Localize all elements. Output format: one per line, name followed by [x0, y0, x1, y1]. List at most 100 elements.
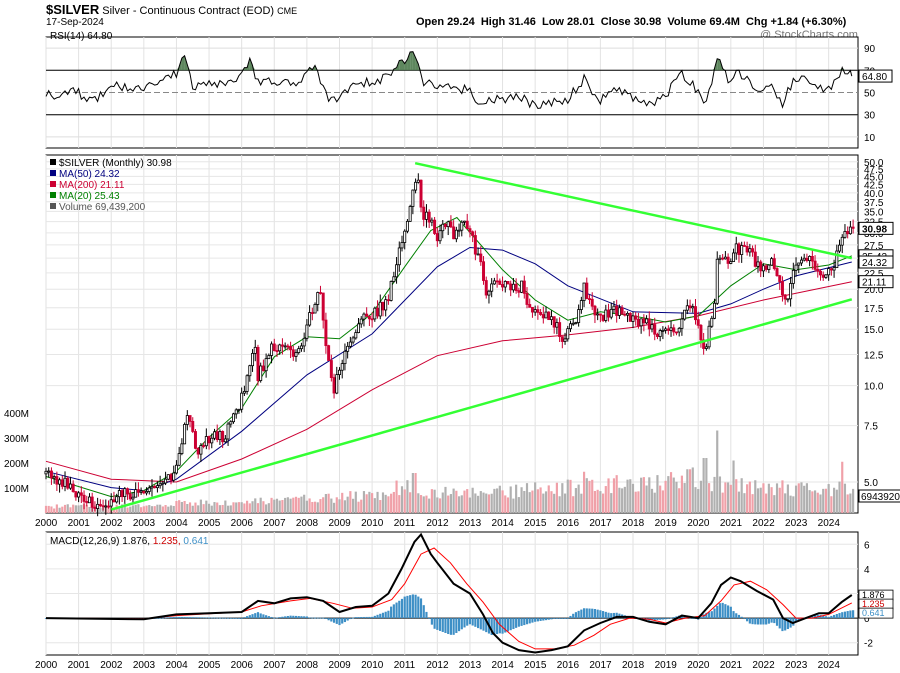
macd-histogram-bar	[373, 615, 376, 619]
candle-body	[767, 264, 771, 270]
macd-histogram-bar	[330, 618, 333, 622]
volume-bar	[398, 495, 401, 513]
volume-bar	[520, 487, 523, 513]
legend-swatch	[50, 192, 56, 198]
candle-body	[299, 345, 303, 350]
macd-histogram-bar	[561, 618, 564, 619]
price-value-label: 30.98	[862, 224, 887, 235]
macd-histogram-bar	[610, 613, 613, 619]
candle-body	[346, 345, 350, 352]
volume-bar	[561, 483, 564, 513]
x-tick-label-price: 2003	[133, 518, 156, 529]
macd-histogram-bar	[675, 616, 678, 619]
x-tick-label-macd: 2024	[818, 660, 841, 671]
candle-body	[517, 290, 521, 293]
candle-body	[555, 322, 559, 328]
candle-body	[438, 230, 442, 242]
macd-histogram-bar	[259, 613, 262, 619]
volume-bar	[226, 505, 230, 513]
candle-body	[313, 304, 317, 314]
volume-bar	[210, 505, 213, 513]
volume-bar	[430, 489, 433, 513]
volume-bar	[781, 480, 784, 513]
candle-body	[634, 315, 638, 320]
macd-histogram-bar	[232, 617, 235, 619]
macd-histogram-bar	[716, 605, 719, 619]
candle-body	[832, 267, 836, 271]
macd-histogram-bar	[275, 617, 279, 619]
volume-bar	[240, 502, 243, 513]
macd-histogram-bar	[585, 608, 588, 619]
candle-body	[210, 437, 214, 444]
candle-body	[688, 305, 692, 309]
volume-bar	[716, 430, 719, 513]
macd-histogram-bar	[566, 618, 569, 619]
legend-entry: MA(200) 21.11	[59, 180, 125, 191]
volume-bar	[392, 491, 395, 513]
candle-body	[484, 280, 488, 296]
macd-histogram-bar	[156, 617, 159, 619]
volume-bar	[145, 505, 148, 513]
volume-bar	[441, 492, 444, 513]
volume-bar	[784, 493, 787, 513]
macd-histogram-bar	[379, 613, 382, 619]
macd-histogram-bar	[159, 617, 162, 619]
candle-body	[52, 476, 56, 479]
volume-value: Volume 69.4M	[667, 16, 740, 28]
macd-histogram-bar	[308, 617, 311, 619]
candle-body	[490, 283, 494, 292]
volume-bar	[422, 496, 425, 513]
macd-histogram-bar	[822, 615, 825, 619]
volume-bar	[438, 498, 442, 513]
candle-body	[721, 257, 725, 260]
candle-body	[503, 281, 507, 288]
candle-body	[838, 244, 842, 252]
candle-body	[47, 470, 51, 473]
volume-bar	[362, 491, 366, 513]
candle-body	[359, 318, 363, 325]
volume-bar	[256, 503, 260, 513]
macd-histogram-bar	[194, 617, 197, 619]
candle-body	[411, 189, 415, 207]
candle-body	[403, 230, 407, 243]
volume-bar	[824, 488, 828, 513]
x-tick-label-price: 2010	[361, 518, 384, 529]
candle-body	[386, 299, 390, 302]
price-tick-label: 47.5	[864, 165, 884, 176]
x-tick-label-macd: 2003	[133, 660, 156, 671]
candle-body	[405, 220, 409, 232]
volume-bar	[835, 489, 838, 513]
macd-histogram-bar	[743, 618, 746, 620]
candle-body	[291, 349, 295, 357]
volume-bar	[792, 496, 795, 513]
volume-bar	[213, 502, 216, 513]
volume-bar	[180, 501, 183, 513]
volume-bar	[727, 482, 730, 513]
candle-body	[582, 282, 586, 301]
x-tick-label-macd: 2019	[655, 660, 678, 671]
volume-bar	[596, 489, 599, 513]
volume-bar	[813, 490, 817, 513]
candle-body	[202, 445, 206, 447]
volume-bar	[539, 487, 542, 513]
candle-body	[256, 346, 260, 381]
candle-body	[723, 256, 727, 260]
macd-tick-label: 0	[864, 614, 870, 625]
macd-histogram-bar	[221, 617, 224, 619]
volume-bar	[237, 502, 241, 513]
x-tick-label-macd: 2002	[100, 660, 123, 671]
high-value: High 31.46	[480, 16, 536, 28]
x-tick-label-macd: 2022	[752, 660, 775, 671]
volume-bar	[44, 505, 48, 513]
macd-histogram-bar	[536, 618, 539, 622]
candle-body	[348, 341, 352, 347]
legend-entry: Volume 69,439,200	[59, 202, 146, 213]
candle-body	[713, 302, 717, 319]
macd-histogram-bar	[316, 617, 319, 619]
macd-histogram-bar	[746, 618, 749, 622]
macd-histogram-bar	[387, 610, 390, 619]
volume-bar	[672, 477, 675, 513]
macd-histogram-bar	[468, 618, 472, 625]
macd-line	[45, 532, 853, 654]
